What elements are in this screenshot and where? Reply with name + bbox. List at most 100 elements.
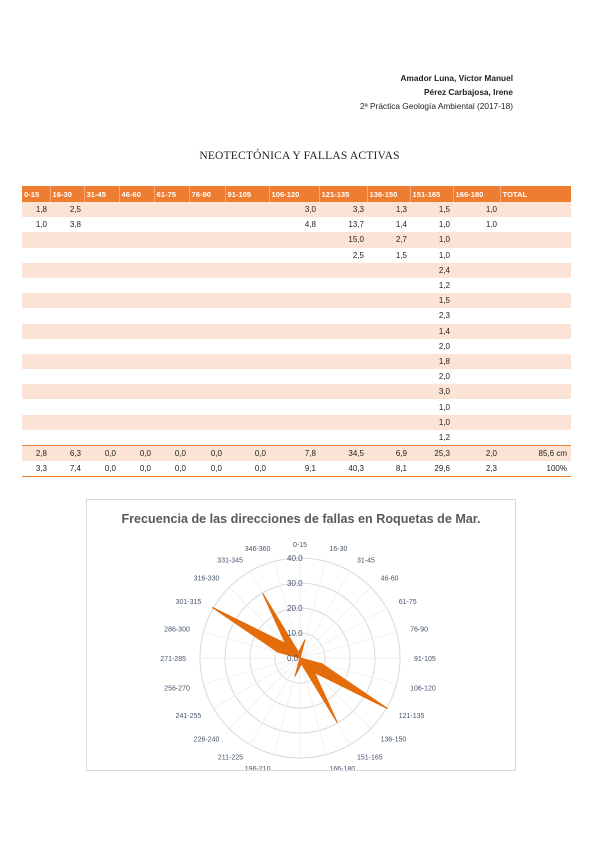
table-cell: 1,5 [410,293,453,309]
table-cell [22,277,50,294]
table-cell [154,232,189,248]
table-cell [189,414,225,430]
table-cell [50,338,84,354]
category-label: 256-270 [164,686,190,693]
faults-table: 0-15 16-30 31-45 46-60 61-75 76-90 91-105 106-1… [22,186,571,478]
table-row: 2,0 [22,369,571,385]
data-point [299,649,301,651]
table-cell [154,247,189,263]
table-cell [154,399,189,415]
r-tick-label: 10.0 [287,629,303,638]
table-cell [319,429,367,446]
category-label: 0-15 [293,542,307,549]
data-point [294,675,296,677]
table-cell [453,262,500,278]
column-header: 136-150 [367,186,411,202]
category-label: 121-135 [399,713,425,720]
table-cell [453,247,500,263]
table-cell: 1,0 [22,217,50,233]
table-cell [84,429,119,446]
table-cell [269,429,319,446]
category-label: 76-90 [410,626,428,633]
table-cell [319,353,367,370]
table-cell [84,338,119,354]
table-cell: 0,0 [189,461,225,478]
table-cell: 100% [500,461,571,478]
table-cell [189,384,225,400]
category-label: 151-165 [357,755,383,762]
table-cell [319,323,367,339]
category-label: 316-330 [194,575,220,582]
grid-spoke [299,607,387,659]
table-row: 1,0 [22,399,571,415]
data-point [336,721,338,723]
table-cell: 9,1 [269,461,319,478]
table-cell [189,232,225,248]
table-cell [84,323,119,339]
table-cell [119,308,154,324]
table-cell [84,369,119,385]
table-cell [269,293,319,309]
table-cell: 0,0 [119,461,154,478]
data-point [277,651,279,653]
table-cell [500,353,571,370]
table-cell [500,217,571,233]
table-cell [22,293,50,309]
table-cell: 0,0 [225,461,269,478]
data-point [297,651,300,654]
table-row: 2,8 6,3 0,0 0,0 0,0 0,0 0,0 7,8 34,5 6,9 25,3 2,0 85… [22,445,571,462]
table-cell [119,369,154,385]
table-cell [50,399,84,415]
table-cell [119,414,154,430]
table-cell [154,429,189,446]
category-label: 226-240 [194,737,220,744]
author-header: Amador Luna, Víctor Manuel Pérez Carbajo… [360,71,513,113]
table-cell [189,353,225,370]
table-cell: 2,7 [367,232,410,248]
category-label: 16-30 [330,546,348,553]
table-cell: 8,1 [367,461,410,478]
column-header: 16-30 [50,186,85,202]
table-cell: 1,4 [410,323,453,339]
category-label: 286-300 [164,626,190,633]
table-cell [50,277,84,294]
table-cell [225,202,269,218]
table-cell: 0,0 [84,445,119,462]
table-cell [154,384,189,400]
table-cell [367,262,410,278]
table-cell: 13,7 [319,217,367,233]
grid-spoke [249,657,301,745]
table-cell [189,399,225,415]
table-cell [453,232,500,248]
table-cell [500,399,571,415]
table-cell [225,232,269,248]
table-cell: 1,0 [410,414,453,430]
table-cell [319,369,367,385]
column-header: 91-105 [225,186,270,202]
table-cell [225,353,269,370]
table-cell: 3,8 [50,217,84,233]
grid-spoke [273,561,301,659]
table-cell [84,262,119,278]
table-cell [119,338,154,354]
table-cell [189,217,225,233]
table-cell: 1,2 [410,429,453,446]
table-cell [319,262,367,278]
table-cell: 1,8 [410,353,453,370]
table-cell [22,429,50,446]
column-header: 61-75 [154,186,190,202]
table-cell [500,202,571,218]
table-cell [269,414,319,430]
table-cell [453,277,500,294]
category-label: 46-60 [381,575,399,582]
table-cell: 0,0 [119,445,154,462]
table-row: 1,8 [22,353,571,370]
table-cell [269,384,319,400]
table-cell: 1,4 [367,217,410,233]
table-cell: 0,0 [225,445,269,462]
radar-svg: 0.0 10.0 20.0 30.0 40.0 0-15 16-30 31-45 46-60 61… [160,542,436,770]
table-cell: 25,3 [410,445,453,462]
table-cell [189,202,225,218]
table-cell [84,217,119,233]
table-cell [189,429,225,446]
